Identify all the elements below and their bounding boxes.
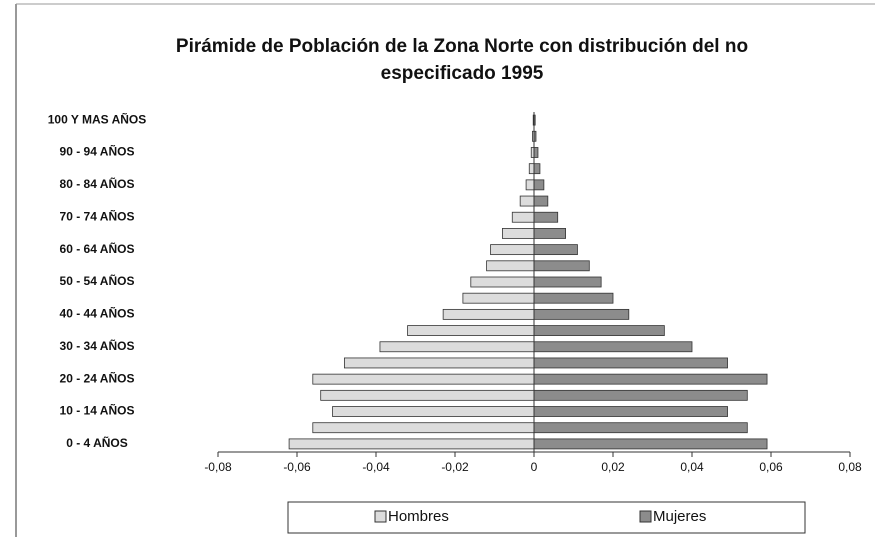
legend-swatch bbox=[374, 510, 387, 523]
bar bbox=[533, 308, 630, 320]
bar bbox=[533, 211, 559, 223]
x-tick-label: 0,04 bbox=[680, 460, 704, 474]
y-tick-label: 70 - 74 AÑOS bbox=[60, 208, 135, 223]
bar bbox=[519, 195, 535, 207]
bar bbox=[511, 211, 535, 223]
bar bbox=[533, 260, 590, 272]
y-tick-label: 50 - 54 AÑOS bbox=[60, 273, 135, 288]
bar bbox=[407, 325, 535, 336]
chart-title: Pirámide de Población de la Zona Norte c… bbox=[176, 36, 748, 84]
bar bbox=[490, 244, 535, 256]
legend-label: Hombres bbox=[388, 508, 449, 525]
bar bbox=[486, 260, 535, 272]
bar bbox=[525, 179, 535, 191]
bar bbox=[533, 406, 728, 417]
x-tick-label: 0,08 bbox=[838, 460, 862, 474]
bar bbox=[312, 422, 535, 434]
bar bbox=[533, 325, 665, 336]
x-tick-label: 0 bbox=[531, 460, 538, 474]
bar bbox=[470, 276, 535, 288]
y-tick-label: 40 - 44 AÑOS bbox=[60, 306, 135, 321]
x-tick-label: -0,08 bbox=[204, 460, 232, 474]
x-tick-label: 0,02 bbox=[601, 460, 625, 474]
bar bbox=[528, 163, 535, 175]
bar bbox=[533, 244, 578, 256]
bar bbox=[288, 438, 535, 450]
x-tick-label: -0,06 bbox=[283, 460, 311, 474]
bar bbox=[462, 292, 535, 304]
bar bbox=[533, 357, 728, 369]
bar bbox=[533, 292, 614, 304]
bar bbox=[533, 373, 768, 385]
bar bbox=[533, 389, 748, 401]
y-tick-label: 30 - 34 AÑOS bbox=[60, 338, 135, 353]
bar bbox=[332, 406, 535, 417]
x-tick-label: -0,04 bbox=[362, 460, 390, 474]
x-tick-label: -0,02 bbox=[441, 460, 469, 474]
bar bbox=[533, 179, 545, 191]
legend-label: Mujeres bbox=[653, 508, 706, 525]
y-tick-label: 80 - 84 AÑOS bbox=[60, 176, 135, 191]
bar bbox=[501, 228, 535, 239]
legend-swatch bbox=[639, 510, 652, 523]
x-tick-label: 0,06 bbox=[759, 460, 783, 474]
y-tick-label: 90 - 94 AÑOS bbox=[60, 144, 135, 159]
bar bbox=[533, 163, 541, 175]
bar bbox=[533, 438, 768, 450]
y-tick-label: 20 - 24 AÑOS bbox=[60, 370, 135, 385]
bar bbox=[533, 422, 748, 434]
bar bbox=[343, 357, 535, 369]
bar bbox=[533, 147, 539, 158]
bar bbox=[379, 341, 535, 353]
bar bbox=[533, 276, 602, 288]
bar bbox=[442, 308, 535, 320]
bar bbox=[320, 389, 535, 401]
y-tick-label: 60 - 64 AÑOS bbox=[60, 241, 135, 256]
bar bbox=[533, 228, 567, 239]
bar bbox=[312, 373, 535, 385]
y-tick-label: 100 Y MAS AÑOS bbox=[48, 111, 146, 126]
bar bbox=[533, 195, 549, 207]
y-tick-label: 10 - 14 AÑOS bbox=[60, 403, 135, 418]
legend-box bbox=[287, 501, 806, 534]
y-tick-label: 0 - 4 AÑOS bbox=[66, 435, 128, 450]
bar bbox=[533, 341, 693, 353]
